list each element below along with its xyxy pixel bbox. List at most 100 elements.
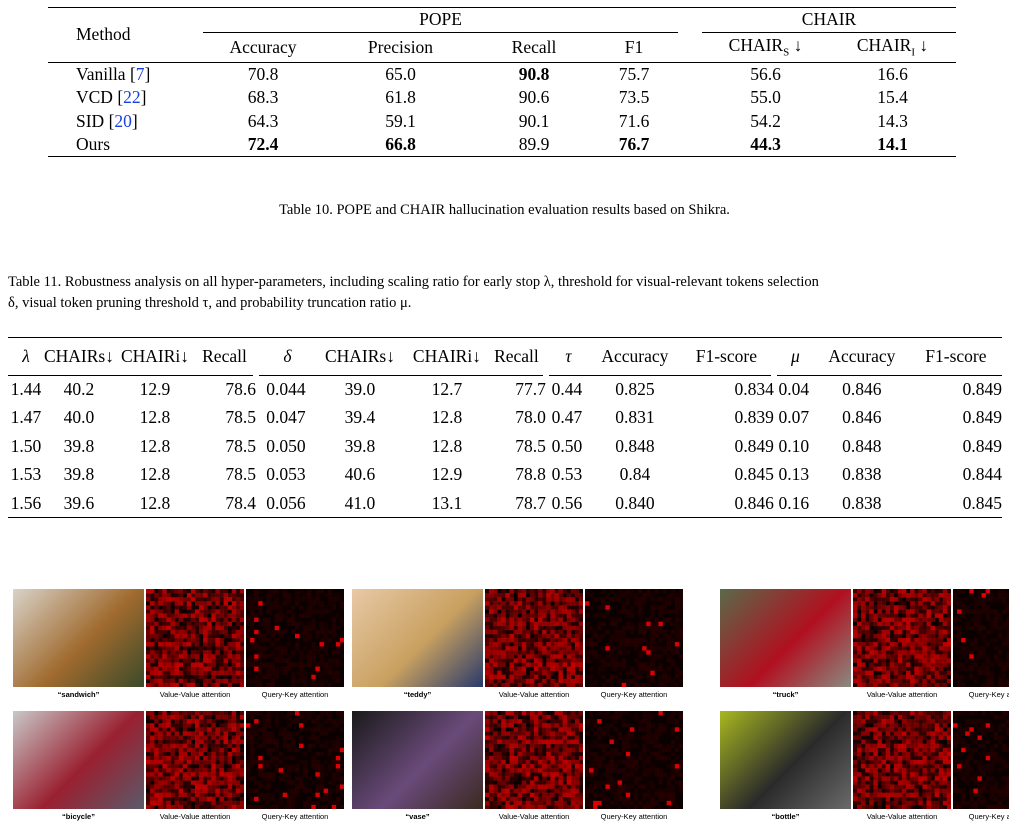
chair-header: CHAIR (702, 8, 956, 33)
source-photo (720, 711, 851, 809)
table-cell: 40.6 (344, 464, 376, 485)
table-cell: 78.5 (515, 435, 546, 456)
query-key-label: Query-Key attention (261, 812, 329, 821)
table-cell: 76.7 (618, 134, 650, 154)
table-cell: 0.47 (551, 407, 583, 428)
table-cell: 75.7 (618, 63, 650, 84)
table-cell: 70.8 (247, 63, 279, 84)
table-cell: 0.047 (266, 407, 306, 428)
citation-link[interactable]: 20 (114, 110, 132, 131)
table-cell: 72.4 (247, 134, 279, 154)
citation-link[interactable]: 7 (135, 63, 145, 84)
table-cell: 14.1 (877, 134, 908, 154)
value-value-heatmap (485, 589, 584, 688)
table-cell: 0.825 (615, 379, 655, 399)
table-11-caption: Table 11. Robustness analysis on all hyp… (8, 274, 819, 311)
table-cell: 44.3 (750, 134, 781, 154)
source-photo (13, 589, 144, 687)
table-cell: 55.0 (750, 87, 781, 108)
table-cell: 12.8 (139, 492, 171, 513)
table-cell: 78.6 (225, 379, 256, 399)
table-cell: 13.1 (431, 492, 463, 513)
query-key-heatmap (953, 711, 1009, 810)
source-photo (352, 589, 483, 687)
table-cell: 12.9 (139, 379, 171, 399)
table-cell: 66.8 (385, 134, 416, 154)
table-cell: 77.7 (515, 379, 546, 399)
value-value-label: Value-Value attention (159, 690, 231, 699)
col-precision: Precision (367, 36, 434, 57)
table-cell: 15.4 (877, 87, 908, 108)
col-accuracy: Accuracy (229, 36, 297, 57)
col-recall: Recall (511, 36, 557, 57)
col-chair-i: CHAIRI ↓ (856, 35, 929, 59)
table-10-caption: Table 10. POPE and CHAIR hallucination e… (279, 202, 730, 218)
table-cell: 0.839 (734, 407, 774, 428)
value-value-heatmap (485, 711, 584, 810)
query-key-label: Query-Key attention (968, 812, 1009, 821)
table-cell: 0.838 (842, 492, 882, 513)
table-row: Ours 72.4 66.8 89.9 76.7 44.3 14.1 (48, 133, 956, 157)
value-value-label: Value-Value attention (498, 812, 570, 821)
table-cell: 0.838 (842, 464, 882, 485)
value-value-heatmap (853, 711, 952, 810)
query-key-heatmap (246, 589, 345, 688)
method-header: Method (76, 24, 131, 45)
pope-header: POPE (203, 8, 678, 33)
table-cell: 90.8 (518, 63, 550, 84)
table-cell: 1.47 (10, 407, 42, 428)
query-key-heatmap (953, 589, 1009, 688)
value-value-heatmap (146, 589, 245, 688)
query-key-label: Query-Key attention (600, 812, 668, 821)
table-cell: 90.1 (518, 110, 550, 131)
source-photo (720, 589, 851, 687)
table-cell: 78.8 (515, 464, 546, 485)
column-header: Accuracy (813, 338, 910, 376)
column-header: CHAIRs↓ (315, 338, 404, 376)
table-cell: 0.13 (778, 464, 810, 485)
table-cell: 41.0 (344, 492, 376, 513)
object-word-label: “teddy” (403, 690, 432, 699)
table-cell: 0.845 (734, 464, 774, 485)
value-value-heatmap (146, 711, 245, 810)
column-header: Recall (195, 338, 259, 376)
object-word-label: “bicycle” (62, 812, 95, 821)
table-cell: 12.8 (431, 435, 463, 456)
method-name: VCD [22] (76, 87, 147, 108)
table-cell: 0.846 (842, 407, 882, 428)
table-cell: 78.7 (515, 492, 546, 513)
table-cell: 14.3 (877, 110, 908, 131)
table-cell: 1.50 (10, 435, 42, 456)
table-row: SID [20] 64.3 59.1 90.1 71.6 54.2 14.3 (48, 110, 956, 134)
table-cell: 0.846 (734, 492, 774, 513)
table-cell: 12.8 (431, 407, 463, 428)
table-cell: 71.6 (618, 110, 650, 131)
column-header: CHAIRi↓ (403, 338, 490, 376)
table-cell: 40.2 (63, 379, 95, 399)
table-row: 1.44 40.2 12.9 78.6 0.044 39.0 12.7 77.7 0.44 0.8… (8, 375, 1002, 404)
table-cell: 0.849 (962, 407, 1002, 428)
column-header: τ (545, 338, 588, 376)
query-key-heatmap (585, 711, 684, 810)
table-cell: 78.0 (515, 407, 546, 428)
table-cell: 0.844 (962, 464, 1002, 485)
table-cell: 0.10 (778, 435, 810, 456)
value-value-label: Value-Value attention (498, 690, 570, 699)
column-header: F1-score (909, 338, 1002, 376)
column-header: λ (8, 338, 44, 376)
table-cell: 61.8 (385, 87, 416, 108)
table-cell: 78.5 (225, 435, 256, 456)
table-cell: 59.1 (385, 110, 416, 131)
table-cell: 0.50 (551, 435, 583, 456)
table-cell: 64.3 (247, 110, 279, 131)
column-header: F1-score (681, 338, 777, 376)
table-cell: 16.6 (877, 63, 908, 84)
table-cell: 0.16 (778, 492, 810, 513)
table-cell: 0.053 (266, 464, 306, 485)
table-cell: 1.53 (10, 464, 42, 485)
citation-link[interactable]: 22 (123, 87, 141, 108)
source-photo (352, 711, 483, 809)
method-name: Ours (76, 134, 111, 154)
column-header: Accuracy (587, 338, 682, 376)
table-cell: 90.6 (518, 87, 550, 108)
